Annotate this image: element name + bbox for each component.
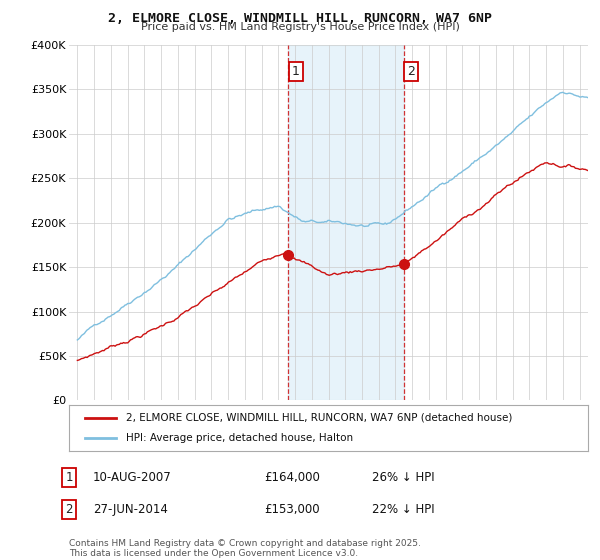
Text: 26% ↓ HPI: 26% ↓ HPI [372, 471, 434, 484]
Text: £153,000: £153,000 [264, 503, 320, 516]
Text: £164,000: £164,000 [264, 471, 320, 484]
Text: 1: 1 [65, 471, 73, 484]
Text: HPI: Average price, detached house, Halton: HPI: Average price, detached house, Halt… [126, 433, 353, 443]
Text: Price paid vs. HM Land Registry's House Price Index (HPI): Price paid vs. HM Land Registry's House … [140, 22, 460, 32]
Bar [289, 45, 404, 400]
Text: 2, ELMORE CLOSE, WINDMILL HILL, RUNCORN, WA7 6NP (detached house): 2, ELMORE CLOSE, WINDMILL HILL, RUNCORN,… [126, 413, 512, 423]
Text: 2: 2 [65, 503, 73, 516]
Text: 1: 1 [292, 65, 300, 78]
Text: 22% ↓ HPI: 22% ↓ HPI [372, 503, 434, 516]
Text: 27-JUN-2014: 27-JUN-2014 [93, 503, 168, 516]
Text: 10-AUG-2007: 10-AUG-2007 [93, 471, 172, 484]
Text: 2: 2 [407, 65, 415, 78]
Text: 2, ELMORE CLOSE, WINDMILL HILL, RUNCORN, WA7 6NP: 2, ELMORE CLOSE, WINDMILL HILL, RUNCORN,… [108, 12, 492, 25]
Text: Contains HM Land Registry data © Crown copyright and database right 2025.
This d: Contains HM Land Registry data © Crown c… [69, 539, 421, 558]
